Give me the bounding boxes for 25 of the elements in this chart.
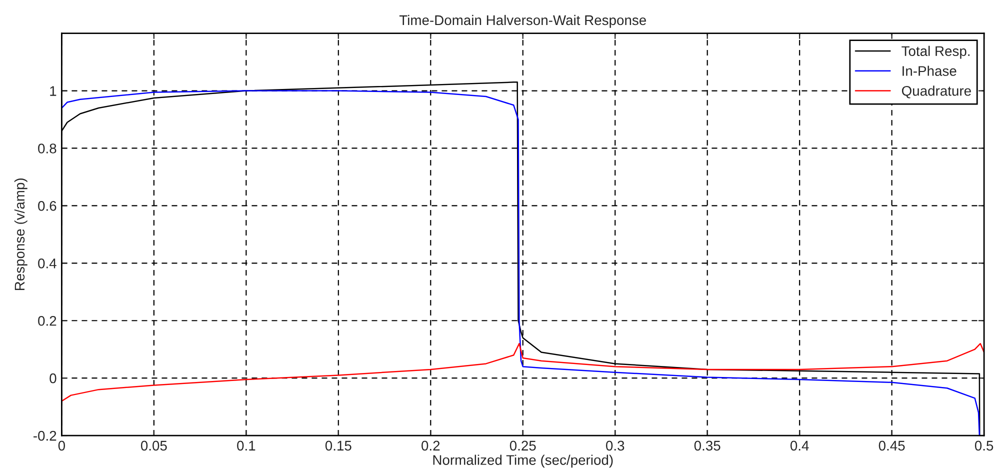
x-tick-label: 0.3 <box>606 440 624 451</box>
y-tick-label: 0.4 <box>38 258 56 268</box>
x-tick-label: 0.45 <box>878 440 905 451</box>
y-axis-title: Response (v/amp) <box>14 178 28 290</box>
line-series <box>62 342 984 402</box>
chart-title: Time-Domain Halverson-Wait Response <box>399 14 646 28</box>
y-tick-label: 1 <box>50 86 56 96</box>
x-tick-label: 0.25 <box>510 440 536 451</box>
x-tick-label: 0.05 <box>140 440 167 451</box>
y-tick-label: 0 <box>50 373 56 384</box>
legend-label: Total Resp. <box>902 46 970 59</box>
y-tick-label: 0.6 <box>38 201 56 211</box>
legend-label: In-Phase <box>902 66 956 76</box>
x-tick-label: 0.2 <box>422 440 440 451</box>
x-tick-label: 0.4 <box>790 440 809 451</box>
legend-label: Quadrature <box>902 86 971 98</box>
y-tick-label: 0.8 <box>38 144 56 154</box>
y-tick-label: -0.2 <box>34 430 56 441</box>
x-tick-label: 0 <box>58 440 66 451</box>
y-tick-label: 0.2 <box>38 316 56 326</box>
x-tick-label: 0.35 <box>694 440 720 451</box>
x-axis-title: Normalized Time (sec/period) <box>433 454 613 468</box>
x-tick-label: 0.1 <box>237 440 256 451</box>
x-tick-label: 0.5 <box>974 440 994 451</box>
x-tick-label: 0.15 <box>325 440 352 451</box>
